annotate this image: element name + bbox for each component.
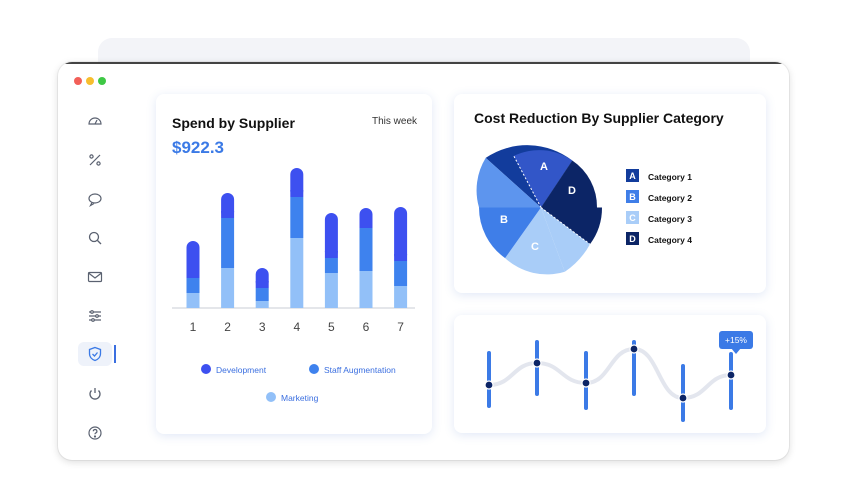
bar-4-cap-fill (290, 190, 304, 197)
x-tick-label: 3 (259, 320, 266, 334)
bar-2-marketing (221, 268, 235, 308)
x-tick-label: 7 (397, 320, 404, 334)
bar-7-marketing (394, 286, 408, 308)
bar-4-development (290, 168, 304, 197)
trend-point (629, 344, 639, 354)
trend-point (678, 393, 688, 403)
bar-5-marketing (324, 273, 338, 308)
x-tick-label: 5 (328, 320, 335, 334)
bar-6-marketing (359, 271, 373, 308)
bar-4-staff-augmentation (290, 197, 304, 238)
slice-d-outer (541, 207, 603, 245)
trend-point (532, 358, 542, 368)
bar-7-development (394, 207, 408, 261)
growth-badge-pointer (731, 348, 741, 354)
bar-5-cap-fill (324, 251, 338, 258)
bar-1-marketing (186, 293, 200, 308)
close-window-button[interactable] (74, 77, 82, 85)
category-2-label: Category 2 (648, 193, 692, 203)
category-1-label: Category 1 (648, 172, 692, 182)
bar-4-marketing (290, 238, 304, 308)
legend-dot-staff-augmentation (309, 364, 319, 374)
spend-amount: $922.3 (172, 138, 224, 157)
bar-7-cap-fill (394, 254, 408, 261)
bar-3-marketing (255, 301, 269, 308)
bar-5-development (324, 213, 338, 258)
category-3-marker: C (626, 211, 639, 224)
bar-3-cap-fill (255, 281, 269, 288)
slice-label-d: D (568, 185, 576, 197)
help-icon[interactable] (84, 422, 106, 444)
bar-1-development (186, 241, 200, 278)
sliders-icon[interactable] (84, 305, 106, 327)
slice-label-c: C (531, 241, 539, 253)
minimize-window-button[interactable] (86, 77, 94, 85)
slice-label-b: B (500, 214, 508, 226)
growth-badge: +15% (719, 331, 753, 349)
bar-5-staff-augmentation (324, 258, 338, 273)
category-2-marker: B (626, 190, 639, 203)
chat-icon[interactable] (84, 188, 106, 210)
cost-title: Cost Reduction By Supplier Category (474, 110, 724, 126)
shield-check-icon[interactable] (84, 343, 106, 365)
window-top-border (58, 62, 789, 64)
bar-1-cap-fill (186, 271, 200, 278)
slice-c (505, 207, 565, 275)
bar-1-staff-augmentation (186, 278, 200, 293)
legend-label-development: Development (216, 365, 267, 375)
x-tick-label: 4 (293, 320, 300, 334)
trend-panel (454, 315, 766, 433)
slice-a-inner (513, 150, 573, 208)
legend-dot-marketing (266, 392, 276, 402)
bar-6-cap-fill (359, 221, 373, 228)
trend-point (484, 380, 494, 390)
maximize-window-button[interactable] (98, 77, 106, 85)
sidebar-active-indicator (114, 345, 116, 363)
bar-2-cap-fill (221, 211, 235, 218)
x-tick-label: 1 (190, 320, 197, 334)
spend-title: Spend by Supplier (172, 115, 295, 131)
bar-6-staff-augmentation (359, 228, 373, 271)
slice-c-tail (541, 207, 590, 272)
trend-curve (488, 346, 732, 401)
trend-point (581, 378, 591, 388)
search-icon[interactable] (84, 227, 106, 249)
slice-b-upper (476, 157, 541, 208)
x-tick-label: 6 (363, 320, 370, 334)
pie-divider-1 (513, 155, 542, 208)
category-4-label: Category 4 (648, 235, 692, 245)
legend-dot-development (201, 364, 211, 374)
period-selector[interactable]: This week (372, 116, 418, 127)
bar-7-staff-augmentation (394, 261, 408, 286)
trend-point (726, 370, 736, 380)
legend-label-staff-augmentation: Staff Augmentation (324, 365, 396, 375)
x-tick-label: 2 (224, 320, 231, 334)
slice-b (479, 207, 541, 259)
mail-icon[interactable] (84, 266, 106, 288)
bar-3-staff-augmentation (255, 288, 269, 301)
category-3-label: Category 3 (648, 214, 692, 224)
category-4-marker: D (626, 232, 639, 245)
percent-icon[interactable] (84, 149, 106, 171)
power-icon[interactable] (84, 383, 106, 405)
category-1-marker: A (626, 169, 639, 182)
sidebar-active-highlight (78, 342, 112, 366)
slice-d (541, 160, 598, 208)
gauge-icon[interactable] (84, 110, 106, 132)
bar-2-staff-augmentation (221, 218, 235, 268)
legend-label-marketing: Marketing (281, 393, 319, 403)
slice-label-a: A (540, 161, 548, 173)
